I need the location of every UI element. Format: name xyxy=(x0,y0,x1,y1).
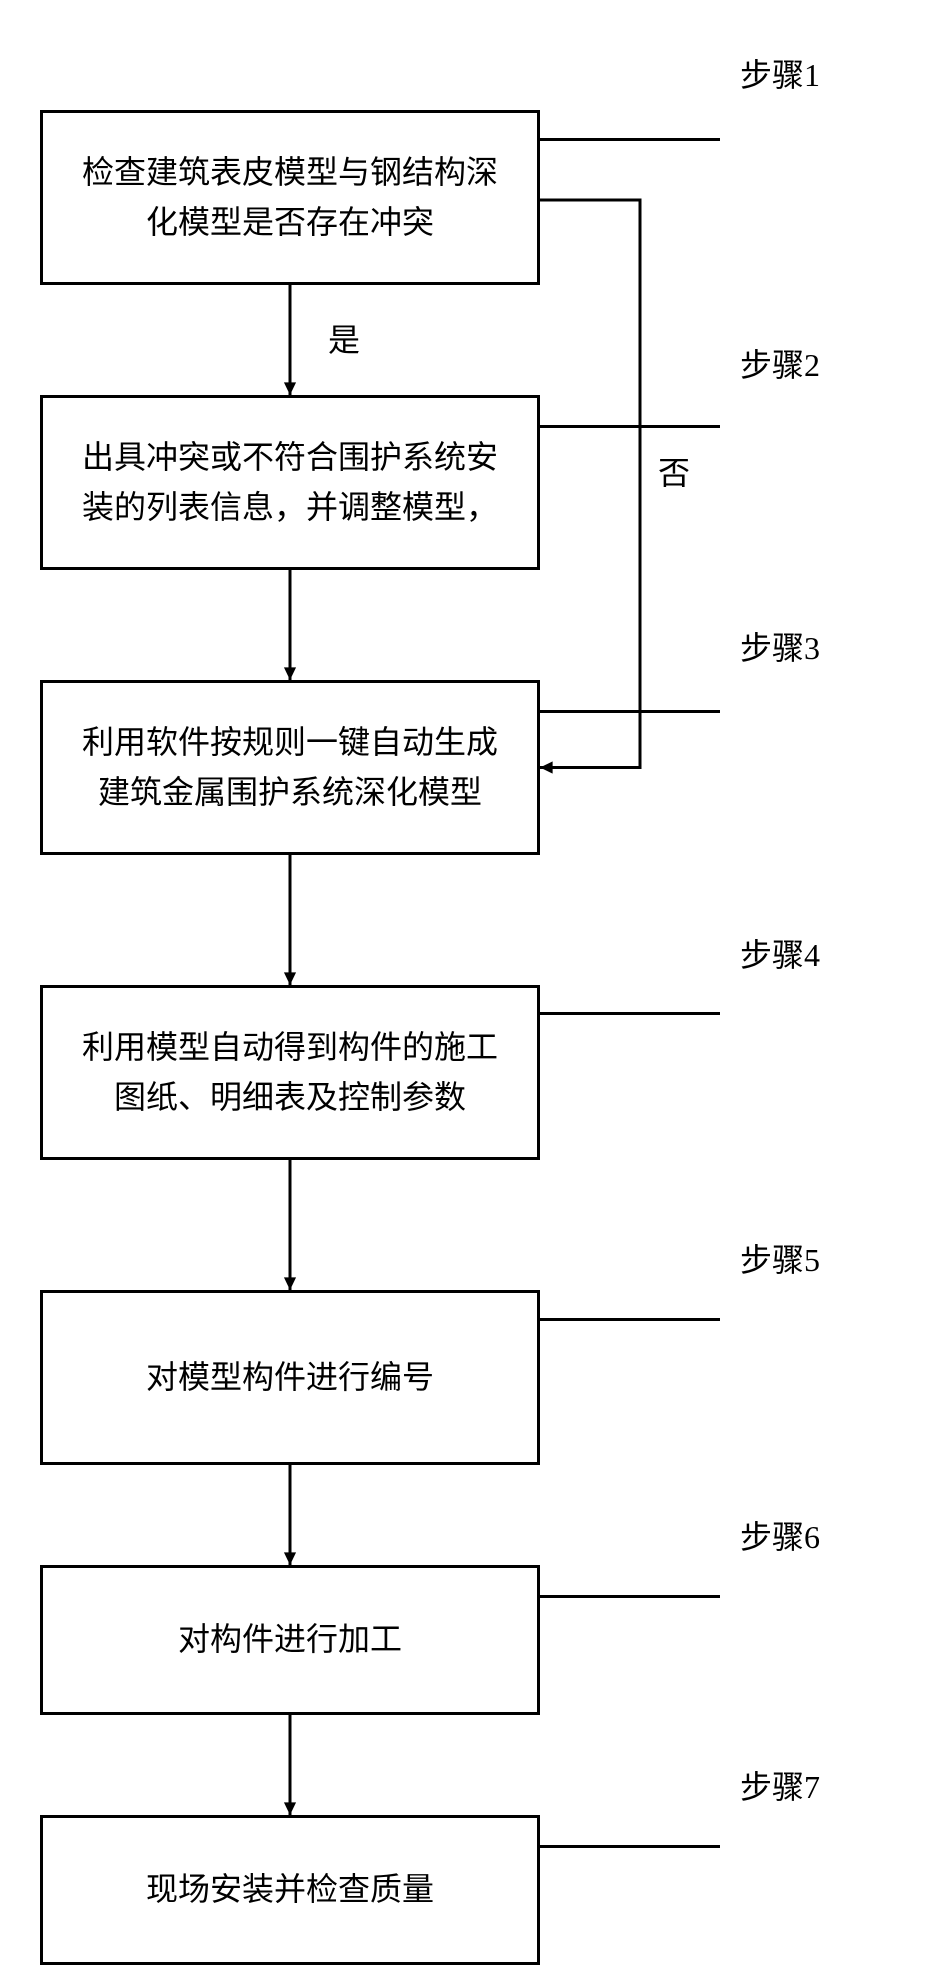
flow-box-text: 现场安装并检查质量 xyxy=(146,1865,434,1915)
callout-line-1 xyxy=(540,138,720,141)
edge-label-yes: 是 xyxy=(328,315,360,361)
flow-box-3: 利用软件按规则一键自动生成建筑金属围护系统深化模型 xyxy=(40,680,540,855)
step-label-2: 步骤2 xyxy=(740,340,820,386)
flow-box-text: 利用软件按规则一键自动生成建筑金属围护系统深化模型 xyxy=(73,718,507,817)
callout-line-6 xyxy=(540,1595,720,1598)
step-label-7: 步骤7 xyxy=(740,1762,820,1808)
step-label-3: 步骤3 xyxy=(740,623,820,669)
flow-box-4: 利用模型自动得到构件的施工图纸、明细表及控制参数 xyxy=(40,985,540,1160)
flow-box-text: 对构件进行加工 xyxy=(178,1615,402,1665)
flow-box-6: 对构件进行加工 xyxy=(40,1565,540,1715)
arrow-4 xyxy=(270,1445,310,1585)
flow-box-text: 对模型构件进行编号 xyxy=(146,1353,434,1403)
arrow-2 xyxy=(270,835,310,1005)
flow-box-7: 现场安装并检查质量 xyxy=(40,1815,540,1965)
flow-box-text: 出具冲突或不符合围护系统安装的列表信息，并调整模型， xyxy=(73,433,507,532)
step-label-6: 步骤6 xyxy=(740,1512,820,1558)
flow-box-5: 对模型构件进行编号 xyxy=(40,1290,540,1465)
arrow-3 xyxy=(270,1140,310,1310)
callout-line-5 xyxy=(540,1318,720,1321)
arrow-1 xyxy=(270,550,310,700)
flow-box-text: 利用模型自动得到构件的施工图纸、明细表及控制参数 xyxy=(73,1023,507,1122)
edge-label-no: 否 xyxy=(658,448,690,494)
callout-line-7 xyxy=(540,1845,720,1848)
step-label-4: 步骤4 xyxy=(740,930,820,976)
step-label-1: 步骤1 xyxy=(740,50,820,96)
arrow-0 xyxy=(270,265,310,415)
flow-box-1: 检查建筑表皮模型与钢结构深化模型是否存在冲突 xyxy=(40,110,540,285)
step-label-5: 步骤5 xyxy=(740,1235,820,1281)
flow-box-text: 检查建筑表皮模型与钢结构深化模型是否存在冲突 xyxy=(73,148,507,247)
flow-box-2: 出具冲突或不符合围护系统安装的列表信息，并调整模型， xyxy=(40,395,540,570)
callout-line-4 xyxy=(540,1012,720,1015)
poly-arrow-no xyxy=(520,180,680,808)
arrow-5 xyxy=(270,1695,310,1835)
